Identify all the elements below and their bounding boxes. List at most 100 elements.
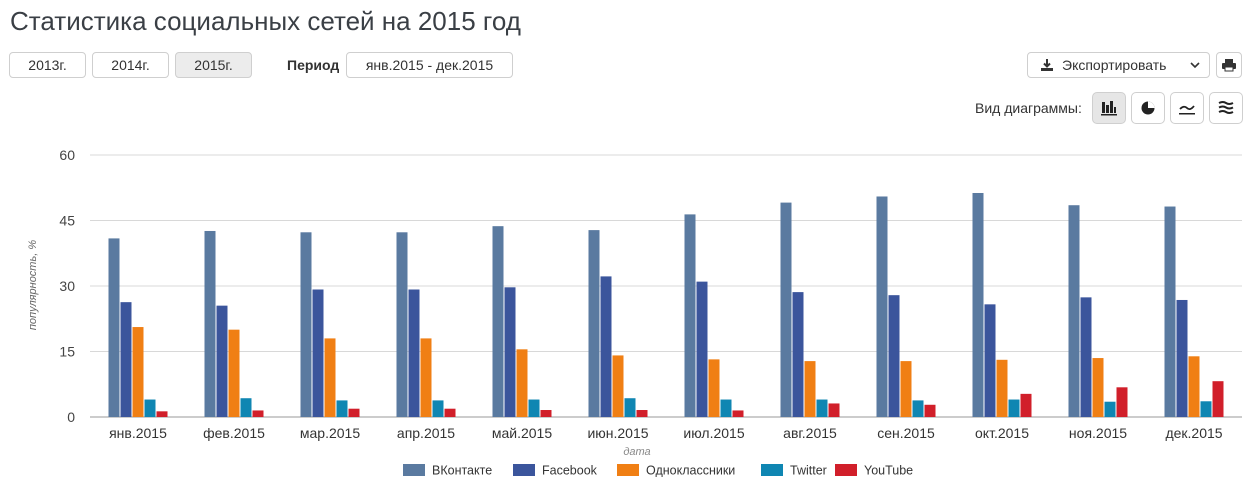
- bar-3-2[interactable]: [336, 400, 348, 417]
- export-button[interactable]: Экспортировать: [1027, 52, 1210, 78]
- bar-3-3[interactable]: [432, 400, 444, 417]
- bar-4-2[interactable]: [348, 408, 360, 417]
- x-tick-label: авг.2015: [783, 425, 837, 441]
- bar-0-9[interactable]: [972, 192, 984, 417]
- bar-4-5[interactable]: [636, 410, 648, 417]
- legend-swatch: [513, 464, 535, 476]
- column-chart-view-button[interactable]: [1092, 92, 1126, 124]
- x-tick-label: ноя.2015: [1069, 425, 1127, 441]
- legend-label: Одноклассники: [646, 464, 735, 478]
- bar-0-10[interactable]: [1068, 205, 1080, 417]
- bar-1-5[interactable]: [600, 276, 612, 417]
- bar-1-4[interactable]: [504, 287, 516, 417]
- bar-3-0[interactable]: [144, 399, 156, 417]
- year-2013-button[interactable]: 2013г.: [9, 52, 86, 78]
- bar-1-11[interactable]: [1176, 299, 1188, 417]
- bar-3-10[interactable]: [1104, 401, 1116, 417]
- legend-label: ВКонтакте: [432, 464, 492, 478]
- x-tick-label: дек.2015: [1165, 425, 1222, 441]
- bar-1-6[interactable]: [696, 281, 708, 417]
- y-tick-label: 0: [67, 409, 75, 425]
- legend-item[interactable]: Twitter: [761, 464, 827, 478]
- bar-1-8[interactable]: [888, 295, 900, 417]
- bar-0-6[interactable]: [684, 214, 696, 417]
- legend-label: YouTube: [864, 464, 913, 478]
- page-title: Статистика социальных сетей на 2015 год: [10, 6, 521, 36]
- bar-0-2[interactable]: [300, 232, 312, 417]
- bar-0-3[interactable]: [396, 232, 408, 417]
- bar-1-2[interactable]: [312, 289, 324, 417]
- bar-2-3[interactable]: [420, 338, 432, 417]
- bar-4-9[interactable]: [1020, 393, 1032, 417]
- area-chart-view-button[interactable]: [1209, 92, 1243, 124]
- bar-3-5[interactable]: [624, 398, 636, 417]
- year-2014-button[interactable]: 2014г.: [92, 52, 169, 78]
- bar-2-4[interactable]: [516, 349, 528, 417]
- bar-4-0[interactable]: [156, 411, 168, 417]
- x-tick-label: фев.2015: [203, 425, 265, 441]
- print-button[interactable]: [1216, 52, 1242, 78]
- legend-item[interactable]: YouTube: [835, 464, 913, 478]
- bar-4-4[interactable]: [540, 410, 552, 417]
- period-range-field[interactable]: янв.2015 - дек.2015: [346, 52, 513, 78]
- bar-2-1[interactable]: [228, 329, 240, 417]
- bar-3-9[interactable]: [1008, 399, 1020, 417]
- bar-1-0[interactable]: [120, 302, 132, 417]
- bar-3-6[interactable]: [720, 399, 732, 417]
- bar-0-0[interactable]: [108, 238, 120, 417]
- bar-3-11[interactable]: [1200, 401, 1212, 417]
- bar-2-10[interactable]: [1092, 358, 1104, 417]
- bar-2-5[interactable]: [612, 355, 624, 417]
- bar-1-7[interactable]: [792, 292, 804, 417]
- legend-item[interactable]: Facebook: [513, 464, 598, 478]
- bar-1-1[interactable]: [216, 305, 228, 417]
- y-axis-title: популярность, %: [27, 240, 39, 331]
- bar-1-3[interactable]: [408, 289, 420, 417]
- export-label: Экспортировать: [1062, 57, 1167, 73]
- x-axis-title: дата: [623, 446, 650, 458]
- bar-0-8[interactable]: [876, 196, 888, 417]
- bar-3-8[interactable]: [912, 400, 924, 417]
- bar-3-4[interactable]: [528, 399, 540, 417]
- bar-4-6[interactable]: [732, 410, 744, 417]
- x-tick-label: апр.2015: [397, 425, 455, 441]
- bar-2-11[interactable]: [1188, 356, 1200, 417]
- printer-icon: [1221, 58, 1237, 72]
- bar-1-9[interactable]: [984, 304, 996, 417]
- y-tick-label: 30: [59, 278, 75, 294]
- x-tick-label: июн.2015: [587, 425, 648, 441]
- bar-0-1[interactable]: [204, 230, 216, 417]
- bar-2-6[interactable]: [708, 359, 720, 417]
- bar-4-1[interactable]: [252, 410, 264, 417]
- line-chart-icon: [1179, 100, 1195, 116]
- year-2015-button[interactable]: 2015г.: [175, 52, 252, 78]
- bar-0-4[interactable]: [492, 226, 504, 417]
- legend-swatch: [617, 464, 639, 476]
- legend-item[interactable]: Одноклассники: [617, 464, 735, 478]
- legend-swatch: [761, 464, 783, 476]
- bar-3-1[interactable]: [240, 398, 252, 417]
- bar-2-2[interactable]: [324, 338, 336, 417]
- bar-4-3[interactable]: [444, 408, 456, 417]
- bar-0-5[interactable]: [588, 230, 600, 417]
- bar-0-7[interactable]: [780, 202, 792, 417]
- bar-2-9[interactable]: [996, 359, 1008, 417]
- area-chart-icon: [1218, 100, 1234, 116]
- pie-chart-view-button[interactable]: [1131, 92, 1165, 124]
- bar-2-8[interactable]: [900, 361, 912, 417]
- line-chart-view-button[interactable]: [1170, 92, 1204, 124]
- bar-1-10[interactable]: [1080, 297, 1092, 417]
- x-tick-label: июл.2015: [683, 425, 744, 441]
- bar-4-7[interactable]: [828, 403, 840, 417]
- bar-4-8[interactable]: [924, 404, 936, 417]
- bar-0-11[interactable]: [1164, 206, 1176, 417]
- x-tick-label: май.2015: [492, 425, 552, 441]
- bar-2-7[interactable]: [804, 361, 816, 417]
- bar-4-11[interactable]: [1212, 381, 1224, 417]
- bar-2-0[interactable]: [132, 327, 144, 417]
- x-tick-label: янв.2015: [109, 425, 167, 441]
- legend-item[interactable]: ВКонтакте: [403, 464, 492, 478]
- bar-4-10[interactable]: [1116, 387, 1128, 417]
- bar-3-7[interactable]: [816, 399, 828, 417]
